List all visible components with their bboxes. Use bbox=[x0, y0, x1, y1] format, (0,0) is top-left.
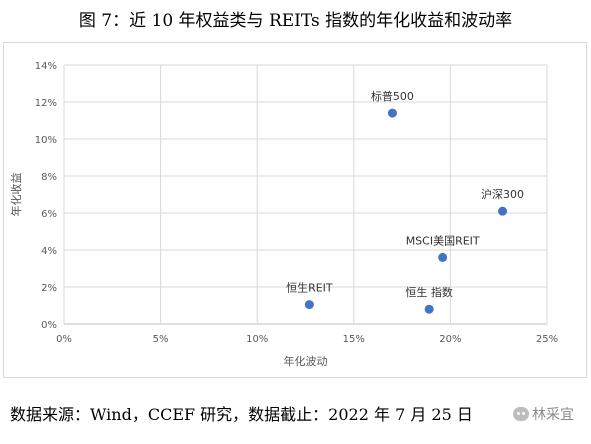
figure-title: 图 7：近 10 年权益类与 REITs 指数的年化收益和波动率 bbox=[78, 11, 513, 31]
scatter-chart: 0% 2% 4% 6% 8% 10% 12% 14% 0% 5% 10% 15% 20% 25% 年化波动 年… bbox=[9, 61, 558, 368]
y-tick-label: 8% bbox=[41, 172, 57, 183]
data-label: 恒生REIT bbox=[286, 281, 333, 295]
x-tick-label: 5% bbox=[153, 334, 169, 345]
data-source-note: 数据来源：Wind，CCEF 研究，数据截止：2022 年 7 月 25 日 bbox=[10, 405, 473, 424]
data-point bbox=[387, 108, 397, 118]
data-label: 沪深300 bbox=[481, 187, 524, 201]
data-point bbox=[438, 252, 448, 262]
x-tick-label: 25% bbox=[536, 334, 558, 345]
y-tick-label: 14% bbox=[35, 61, 57, 72]
data-label: 标普500 bbox=[371, 89, 414, 103]
chart-area: 0% 2% 4% 6% 8% 10% 12% 14% 0% 5% 10% 15% 20% 25% 年化波动 年… bbox=[3, 42, 587, 378]
y-tick-label: 0% bbox=[41, 320, 57, 331]
y-tick-label: 4% bbox=[41, 246, 57, 257]
y-tick-label: 12% bbox=[35, 98, 57, 109]
data-point bbox=[424, 304, 434, 314]
data-label: MSCI美国REIT bbox=[406, 234, 480, 247]
x-tick-label: 0% bbox=[56, 334, 72, 345]
x-axis-title: 年化波动 bbox=[284, 354, 328, 368]
y-tick-label: 10% bbox=[35, 135, 57, 146]
wechat-icon bbox=[513, 407, 529, 421]
watermark: 林采宜 bbox=[513, 404, 574, 424]
y-tick-label: 6% bbox=[41, 209, 57, 220]
watermark-text: 林采宜 bbox=[532, 407, 574, 423]
x-tick-label: 20% bbox=[439, 334, 461, 345]
y-tick-label: 2% bbox=[41, 283, 57, 294]
data-point bbox=[304, 300, 314, 310]
data-label: 恒生 指数 bbox=[405, 285, 453, 299]
x-tick-label: 10% bbox=[246, 334, 268, 345]
y-axis-title: 年化收益 bbox=[9, 173, 23, 217]
data-point bbox=[498, 206, 508, 216]
x-tick-label: 15% bbox=[343, 334, 365, 345]
